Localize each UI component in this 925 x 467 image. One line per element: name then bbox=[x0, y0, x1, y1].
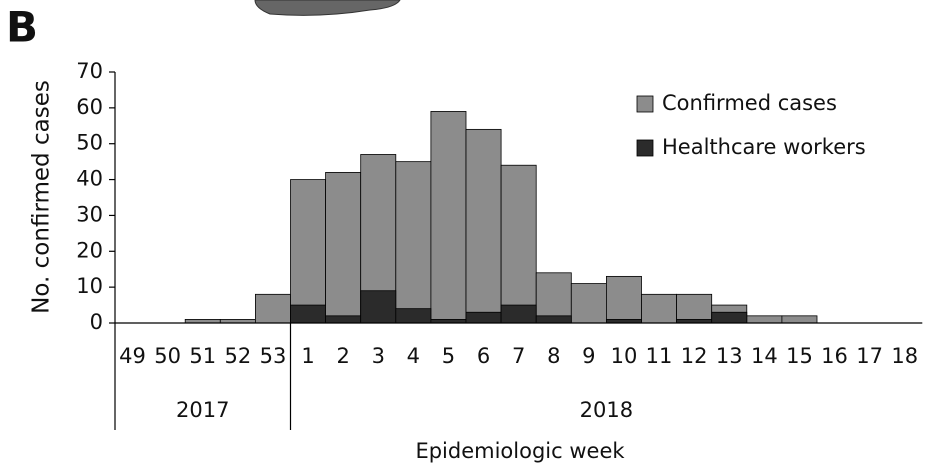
y-tick-label: 30 bbox=[76, 202, 103, 226]
x-tick-label: 52 bbox=[224, 344, 251, 368]
bar bbox=[396, 162, 431, 323]
y-tick-label: 10 bbox=[76, 274, 103, 298]
bar bbox=[782, 316, 817, 323]
bar bbox=[606, 276, 641, 323]
map-fragment bbox=[255, 0, 400, 15]
x-tick-label: 18 bbox=[891, 344, 918, 368]
x-tick-label: 12 bbox=[681, 344, 708, 368]
x-tick-label: 7 bbox=[512, 344, 525, 368]
x-tick-label: 9 bbox=[582, 344, 595, 368]
bar bbox=[677, 294, 712, 323]
x-tick-label: 3 bbox=[372, 344, 385, 368]
x-tick-label: 10 bbox=[611, 344, 638, 368]
x-tick-label: 15 bbox=[786, 344, 813, 368]
x-tick-label: 16 bbox=[821, 344, 848, 368]
bar bbox=[431, 111, 466, 323]
bar bbox=[326, 172, 361, 323]
x-tick-label: 11 bbox=[646, 344, 673, 368]
bar bbox=[361, 291, 396, 323]
y-tick-label: 60 bbox=[76, 95, 103, 119]
panel-label: B bbox=[6, 3, 38, 52]
bar bbox=[466, 129, 501, 323]
chart: B No. confirmed cases Epidemiologic week… bbox=[0, 0, 925, 467]
bar bbox=[291, 180, 326, 323]
x-tick-label: 50 bbox=[154, 344, 181, 368]
bar bbox=[396, 309, 431, 323]
legend-label: Confirmed cases bbox=[662, 91, 837, 115]
x-tick-label: 8 bbox=[547, 344, 560, 368]
y-tick-label: 40 bbox=[76, 167, 103, 191]
x-tick-label: 51 bbox=[189, 344, 216, 368]
x-tick-label: 53 bbox=[260, 344, 287, 368]
bar bbox=[642, 294, 677, 323]
y-axis-label: No. confirmed cases bbox=[29, 80, 55, 314]
bar bbox=[501, 305, 536, 323]
x-tick-label: 5 bbox=[442, 344, 455, 368]
x-tick-label: 49 bbox=[119, 344, 146, 368]
x-tick-label: 14 bbox=[751, 344, 778, 368]
x-tick-label: 1 bbox=[301, 344, 314, 368]
y-tick-label: 70 bbox=[76, 59, 103, 83]
bar bbox=[326, 316, 361, 323]
x-tick-label: 4 bbox=[407, 344, 420, 368]
bar bbox=[747, 316, 782, 323]
y-tick-label: 20 bbox=[76, 238, 103, 262]
x-tick-label: 2 bbox=[336, 344, 349, 368]
bar bbox=[255, 294, 290, 323]
bar bbox=[712, 312, 747, 323]
x-tick-label: 17 bbox=[856, 344, 883, 368]
bar bbox=[536, 316, 571, 323]
x-axis-label: Epidemiologic week bbox=[415, 439, 625, 463]
y-tick-label: 50 bbox=[76, 131, 103, 155]
bar bbox=[501, 165, 536, 323]
y-tick-label: 0 bbox=[90, 310, 103, 334]
bar bbox=[291, 305, 326, 323]
bar bbox=[466, 312, 501, 323]
group-label: 2017 bbox=[176, 398, 229, 422]
x-tick-label: 13 bbox=[716, 344, 743, 368]
group-label: 2018 bbox=[580, 398, 633, 422]
bar bbox=[571, 284, 606, 323]
legend-swatch bbox=[637, 140, 653, 156]
x-tick-label: 6 bbox=[477, 344, 490, 368]
legend-label: Healthcare workers bbox=[662, 135, 866, 159]
legend-swatch bbox=[637, 96, 653, 112]
